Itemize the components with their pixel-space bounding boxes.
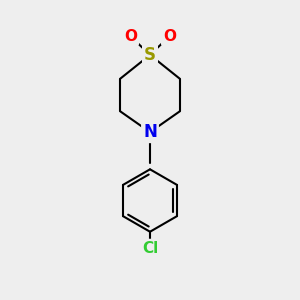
Text: O: O	[124, 29, 137, 44]
Text: S: S	[144, 46, 156, 64]
Text: O: O	[163, 29, 176, 44]
Text: N: N	[143, 123, 157, 141]
Text: Cl: Cl	[142, 241, 158, 256]
